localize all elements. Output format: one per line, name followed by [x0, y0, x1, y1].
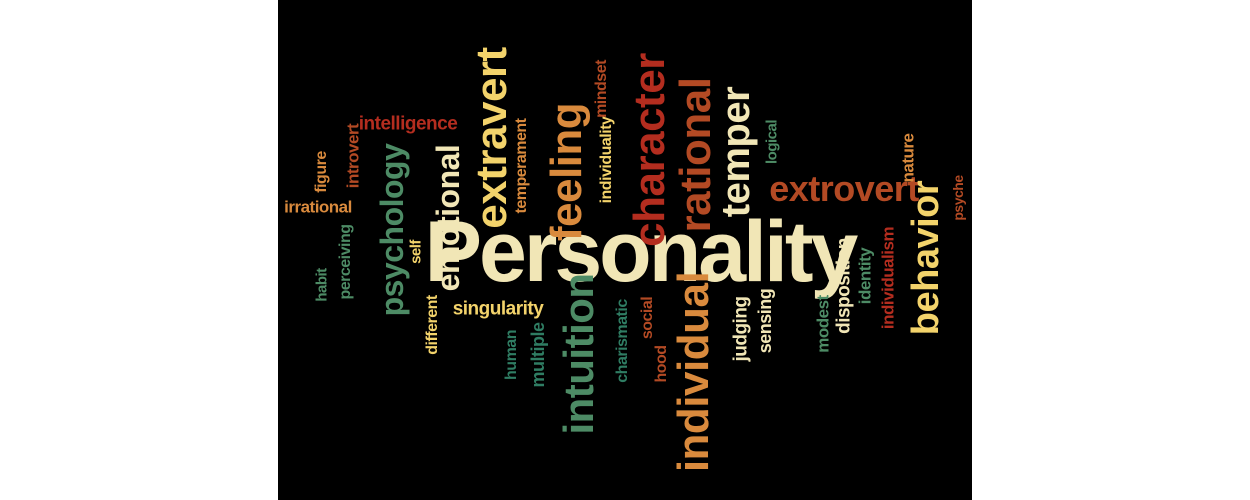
word-identity: identity [855, 247, 875, 305]
word-habit: habit [313, 268, 331, 302]
word-personality: Personality [424, 204, 859, 300]
word-nature: nature [898, 133, 918, 183]
word-hood: hood [653, 345, 670, 383]
word-temper: temper [714, 86, 758, 218]
word-psyche: psyche [950, 175, 966, 221]
word-figure: figure [313, 151, 330, 193]
word-human: human [503, 330, 520, 380]
word-individual: individual [669, 271, 718, 473]
word-behavior: behavior [905, 180, 947, 336]
word-intuition: intuition [555, 273, 602, 435]
word-feeling: feeling [542, 102, 591, 242]
word-character: character [625, 53, 674, 247]
word-self: self [407, 240, 425, 264]
word-extravert: extravert [467, 47, 516, 229]
word-social: social [639, 296, 656, 340]
word-intelligence: intelligence [358, 113, 458, 135]
word-temperament: temperament [513, 118, 530, 214]
word-charismatic: charismatic [614, 299, 631, 383]
word-emotional: emotional [430, 144, 466, 292]
word-extrovert: extrovert [769, 168, 919, 209]
word-modest: modest [813, 295, 833, 353]
word-cloud: Personality figure irrational introvert … [278, 0, 972, 500]
word-logical: logical [763, 119, 781, 165]
word-rational: rational [671, 77, 720, 233]
word-multiple: multiple [528, 322, 548, 388]
word-judging: judging [730, 296, 752, 362]
word-different: different [424, 295, 441, 355]
word-singularity: singularity [452, 298, 544, 320]
word-irrational: irrational [284, 197, 352, 217]
word-psychology: psychology [374, 143, 410, 317]
word-disposition: disposition [833, 238, 855, 334]
word-individualism: individualism [878, 226, 898, 330]
word-mindset: mindset [593, 60, 610, 118]
word-sensing: sensing [755, 288, 775, 354]
word-perceiving: perceiving [337, 224, 354, 300]
word-individuality: individuality [598, 116, 615, 204]
